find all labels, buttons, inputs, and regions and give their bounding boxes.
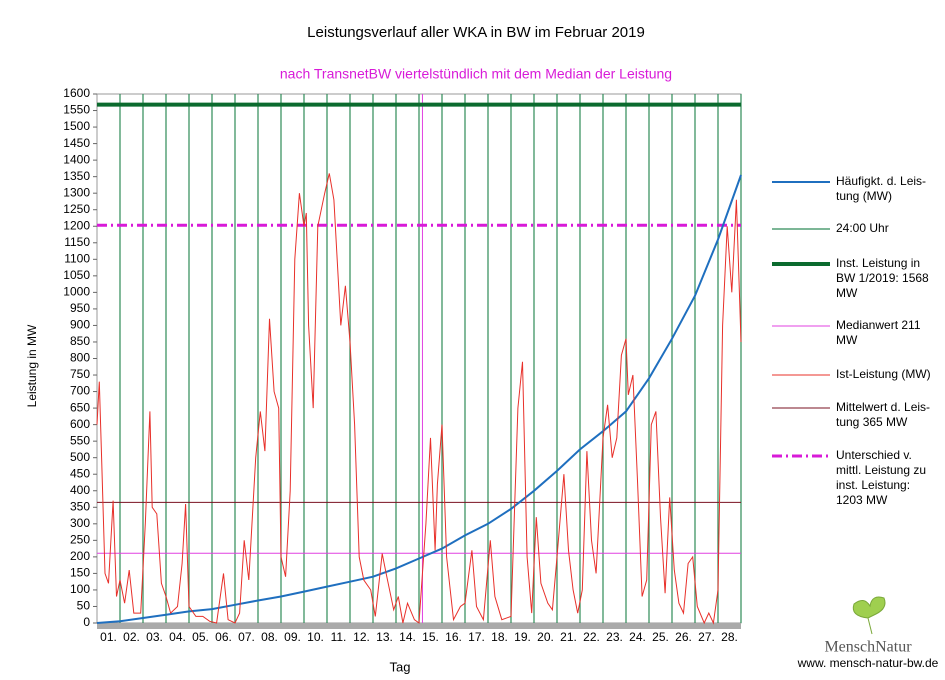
y-tick-label: 1200 <box>63 218 90 232</box>
y-tick-label: 900 <box>70 318 90 332</box>
legend-label: 24:00 Uhr <box>836 221 889 235</box>
y-tick-label: 200 <box>70 549 90 563</box>
y-tick-label: 450 <box>70 466 90 480</box>
y-tick-label: 1000 <box>63 285 90 299</box>
y-tick-label: 350 <box>70 499 90 513</box>
y-tick-label: 50 <box>77 599 91 613</box>
x-tick-label: 25. <box>652 630 669 644</box>
x-tick-label: 04. <box>169 630 186 644</box>
legend-label: Häufigkt. d. Leis- tung (MW) <box>836 174 927 203</box>
y-tick-label: 800 <box>70 351 90 365</box>
y-tick-label: 1550 <box>63 103 90 117</box>
y-tick-label: 1150 <box>64 235 90 249</box>
y-tick-label: 400 <box>70 483 90 497</box>
x-tick-label: 06. <box>215 630 232 644</box>
y-tick-label: 150 <box>70 566 90 580</box>
x-tick-label: 10. <box>307 630 324 644</box>
x-tick-label: 27. <box>698 630 715 644</box>
y-tick-label: 750 <box>70 367 90 381</box>
axis-floor <box>97 623 741 629</box>
x-tick-label: 02. <box>123 630 140 644</box>
legend-label: Mittelwert d. Leis- tung 365 MW <box>836 400 931 429</box>
x-tick-label: 21. <box>560 630 577 644</box>
y-tick-label: 100 <box>70 582 90 596</box>
x-tick-label: 28. <box>721 630 738 644</box>
y-tick-label: 1250 <box>63 202 90 216</box>
y-tick-label: 700 <box>70 384 90 398</box>
logo-leaf <box>852 596 886 635</box>
x-tick-label: 11. <box>331 630 347 644</box>
x-tick-label: 09. <box>284 630 301 644</box>
y-tick-label: 1450 <box>63 136 90 150</box>
x-tick-label: 22. <box>583 630 600 644</box>
y-tick-label: 850 <box>70 334 90 348</box>
x-tick-label: 20. <box>537 630 554 644</box>
x-tick-label: 15. <box>422 630 439 644</box>
x-tick-label: 18. <box>491 630 508 644</box>
x-tick-label: 26. <box>675 630 692 644</box>
legend-label: Inst. Leistung in BW 1/2019: 1568 MW <box>836 256 929 300</box>
chart-title: Leistungsverlauf aller WKA in BW im Febr… <box>307 24 645 41</box>
x-tick-label: 19. <box>514 630 531 644</box>
y-tick-label: 550 <box>70 433 90 447</box>
legend-label: Unterschied v. mittl. Leistung zu inst. … <box>836 448 927 507</box>
logo-text: MenschNatur <box>824 639 912 656</box>
x-tick-label: 12. <box>353 630 370 644</box>
y-tick-label: 1100 <box>64 251 90 265</box>
x-tick-label: 08. <box>261 630 278 644</box>
x-tick-label: 17. <box>468 630 485 644</box>
x-tick-label: 13. <box>376 630 393 644</box>
x-tick-label: 24. <box>629 630 646 644</box>
y-axis-label: Leistung in MW <box>25 324 39 407</box>
x-axis-label: Tag <box>390 659 411 674</box>
y-tick-label: 1500 <box>63 119 90 133</box>
x-tick-label: 01. <box>100 630 117 644</box>
y-tick-label: 650 <box>70 400 90 414</box>
y-tick-label: 0 <box>83 615 90 629</box>
y-tick-label: 1400 <box>63 152 90 166</box>
y-tick-label: 1350 <box>63 169 90 183</box>
x-tick-label: 23. <box>606 630 623 644</box>
x-tick-label: 07. <box>238 630 255 644</box>
x-tick-label: 05. <box>192 630 209 644</box>
y-tick-label: 950 <box>70 301 90 315</box>
y-tick-label: 300 <box>70 516 90 530</box>
x-tick-label: 14. <box>399 630 416 644</box>
footer-url: www. mensch-natur-bw.de <box>797 656 939 670</box>
x-tick-label: 16. <box>445 630 462 644</box>
legend-label: Medianwert 211 MW <box>836 318 921 347</box>
y-tick-label: 1600 <box>63 86 90 100</box>
y-tick-label: 500 <box>70 450 90 464</box>
y-tick-label: 600 <box>70 417 90 431</box>
x-tick-label: 03. <box>146 630 163 644</box>
y-tick-label: 1050 <box>63 268 90 282</box>
y-tick-label: 250 <box>70 533 90 547</box>
chart-subtitle: nach TransnetBW viertelstündlich mit dem… <box>280 66 672 82</box>
y-tick-label: 1300 <box>63 185 90 199</box>
legend-label: Ist-Leistung (MW) <box>836 367 931 381</box>
series-line <box>96 173 742 625</box>
